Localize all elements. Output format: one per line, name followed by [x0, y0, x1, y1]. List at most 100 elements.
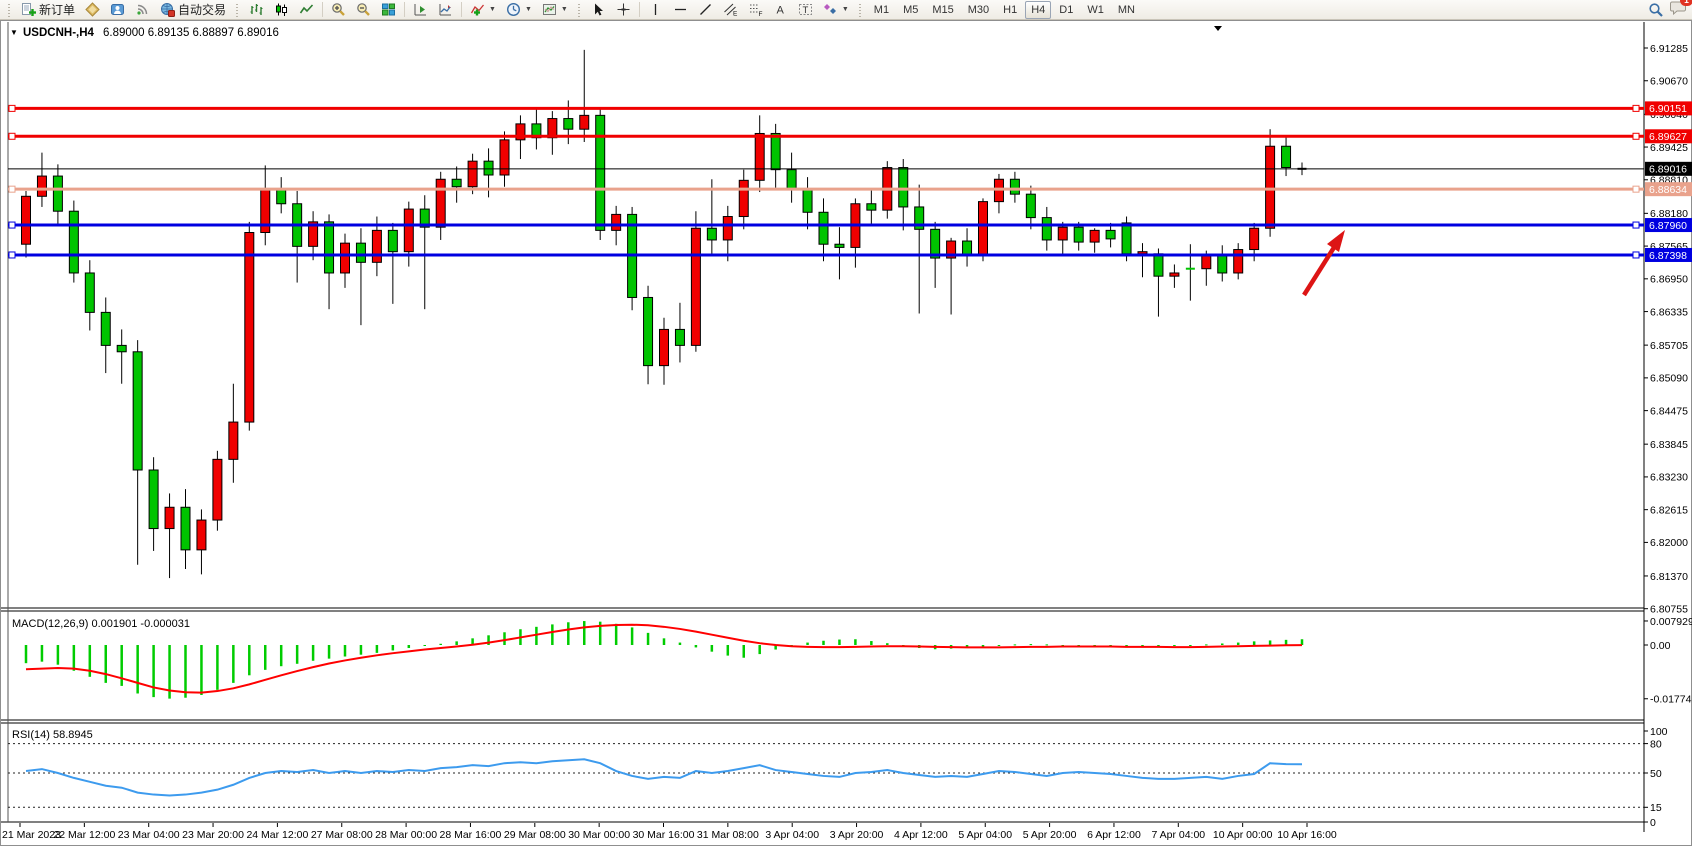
line-handle-left[interactable]	[8, 104, 16, 112]
price-axis-label: 6.80755	[1650, 604, 1688, 616]
macd-histogram-bar	[1157, 645, 1160, 647]
price-axis-label: 6.83845	[1650, 439, 1688, 451]
macd-histogram-bar	[88, 645, 92, 677]
candle-body	[611, 213, 622, 231]
macd-histogram-bar	[279, 645, 283, 667]
line-handle-left[interactable]	[8, 185, 16, 193]
toolbar-grip[interactable]	[235, 2, 241, 17]
toolbar-grip[interactable]	[857, 2, 863, 17]
time-axis-label: 30 Mar 00:00	[568, 829, 630, 841]
text-button[interactable]: A	[769, 1, 792, 19]
line-handle-left[interactable]	[8, 251, 16, 259]
autotrading-button[interactable]: 自动交易	[156, 1, 230, 19]
time-axis-label: 10 Apr 00:00	[1213, 829, 1273, 841]
line-handle-right[interactable]	[1632, 251, 1640, 259]
cursor-button[interactable]	[587, 1, 610, 19]
metaeditor-button[interactable]	[81, 1, 104, 19]
timeframe-m15[interactable]: M15	[926, 1, 959, 19]
macd-histogram-bar	[1252, 641, 1256, 645]
line-handle-right[interactable]	[1632, 104, 1640, 112]
candle-body	[1153, 253, 1164, 277]
vertical-line-button[interactable]	[644, 1, 667, 19]
bar-chart-button[interactable]	[245, 1, 268, 19]
line-chart-button[interactable]	[295, 1, 318, 19]
macd-axis-label: 0.00	[1650, 640, 1671, 652]
channel-button[interactable]: E	[719, 1, 742, 19]
macd-histogram-bar	[407, 645, 411, 649]
chart-shift-button[interactable]	[434, 1, 457, 19]
timeframe-mn[interactable]: MN	[1112, 1, 1141, 19]
fibonacci-button[interactable]: F	[744, 1, 767, 19]
chart-canvas[interactable]: 6.912856.906706.900406.894256.888106.881…	[0, 20, 1692, 846]
macd-histogram-bar	[152, 645, 155, 698]
new-order-button[interactable]: 新订单	[17, 1, 79, 19]
candle-body	[770, 132, 781, 171]
crosshair-button[interactable]	[612, 1, 635, 19]
candle-body	[579, 114, 590, 130]
toolbar-grip[interactable]	[7, 2, 12, 17]
macd-histogram-bar	[248, 645, 251, 676]
macd-histogram-bar	[646, 632, 650, 645]
metaeditor-icon	[85, 2, 100, 17]
price-badge-6.88634-text: 6.88634	[1649, 184, 1687, 196]
timeframe-m1[interactable]: M1	[868, 1, 895, 19]
text-icon: A	[776, 5, 784, 17]
macd-histogram-bar	[1189, 645, 1192, 646]
macd-histogram-bar	[455, 641, 458, 645]
horizontal-line-button[interactable]	[669, 1, 692, 19]
indicators-button[interactable]: ▼	[466, 1, 500, 19]
macd-histogram-bar	[216, 645, 219, 690]
candle-body	[834, 243, 845, 248]
zoom-out-button[interactable]	[352, 1, 375, 19]
auto-scroll-icon	[414, 4, 427, 16]
price-axis-label: 6.83230	[1650, 472, 1688, 484]
chart-shift-marker[interactable]	[1214, 26, 1222, 31]
line-handle-right[interactable]	[1632, 185, 1640, 193]
timeframe-d1[interactable]: D1	[1053, 1, 1079, 19]
arrows-button[interactable]: ▼	[819, 1, 853, 19]
line-handle-left[interactable]	[8, 132, 16, 140]
timeframe-w1[interactable]: W1	[1081, 1, 1110, 19]
candle-body	[308, 221, 319, 247]
macd-histogram-bar	[200, 645, 203, 695]
market-button[interactable]	[106, 1, 129, 19]
auto-scroll-button[interactable]	[409, 1, 432, 19]
candle-body	[387, 229, 398, 253]
candle-body	[978, 201, 988, 256]
periods-button[interactable]: ▼	[502, 1, 536, 19]
candle-body	[1281, 145, 1292, 169]
price-axis-label: 6.85705	[1650, 340, 1688, 352]
notifications-button[interactable]: 1	[1670, 0, 1692, 20]
line-handle-right[interactable]	[1632, 132, 1640, 140]
timeframe-m5[interactable]: M5	[897, 1, 924, 19]
main-toolbar: 新订单 自动交易 ▼	[0, 0, 1692, 20]
macd-histogram-bar	[1077, 645, 1080, 646]
zoom-in-button[interactable]	[327, 1, 350, 19]
macd-histogram-bar	[1173, 645, 1176, 646]
trendline-button[interactable]	[694, 1, 717, 19]
macd-histogram-bar	[583, 621, 586, 645]
signals-button[interactable]	[131, 1, 154, 19]
toolbar-grip[interactable]	[576, 2, 582, 17]
timeframe-h1[interactable]: H1	[997, 1, 1023, 19]
arrow-annotation-head[interactable]	[1327, 230, 1345, 252]
candle-body	[1201, 254, 1212, 270]
timeframe-h4[interactable]: H4	[1025, 0, 1052, 19]
timeframe-m30[interactable]: M30	[962, 1, 995, 19]
fibonacci-icon: F	[749, 4, 762, 17]
candle-body	[68, 210, 79, 274]
templates-button[interactable]: ▼	[538, 1, 572, 19]
line-handle-right[interactable]	[1632, 221, 1640, 229]
macd-histogram-bar	[232, 645, 235, 683]
line-handle-left[interactable]	[8, 221, 16, 229]
time-axis-label: 6 Apr 12:00	[1087, 829, 1141, 841]
candle-chart-button[interactable]	[270, 1, 293, 19]
tile-windows-button[interactable]	[377, 1, 400, 19]
search-button[interactable]	[1644, 1, 1668, 19]
text-label-button[interactable]: T	[794, 1, 817, 19]
arrow-annotation-shaft[interactable]	[1302, 245, 1337, 297]
candle-body	[355, 242, 366, 263]
price-badge-6.90151-text: 6.90151	[1649, 103, 1687, 115]
candle-body	[786, 169, 797, 190]
macd-histogram-bar	[598, 621, 602, 645]
